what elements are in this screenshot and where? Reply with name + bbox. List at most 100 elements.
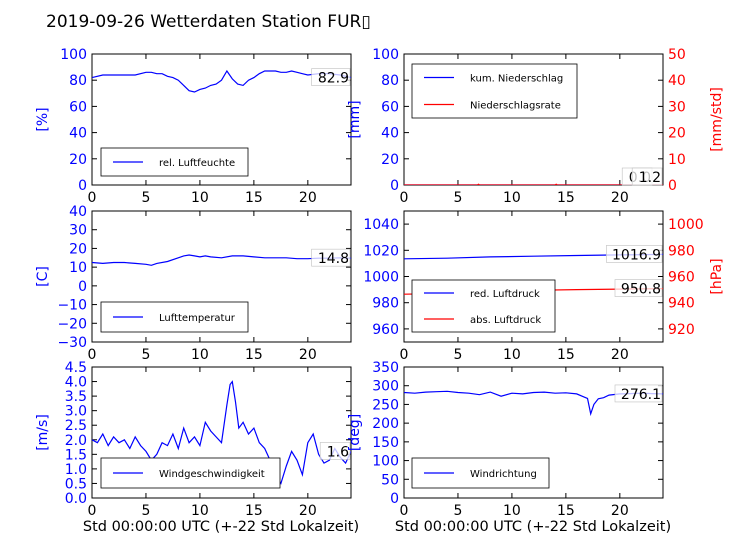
y-tick-label: 4.0	[65, 375, 87, 391]
y-tick-label: 0.0	[65, 491, 87, 507]
x-tick-label: 20	[299, 347, 317, 363]
y-tick-label: 250	[372, 397, 399, 413]
series-line-1	[404, 390, 663, 417]
y-tick-label: 100	[372, 454, 399, 470]
y-tick-label: 100	[372, 47, 399, 63]
chart-panel-3: 0 5 10 15 20 −30 −20 −10 0 10 20 30 40 [C] Lufttempera…	[35, 204, 352, 363]
x-tick-label: 15	[557, 190, 575, 206]
legend-label: Niederschlagsrate	[470, 101, 561, 112]
y-tick-label: 80	[381, 73, 399, 89]
value-annotation-box	[606, 245, 663, 263]
y-right-tick-label: 1000	[668, 217, 704, 233]
y-tick-label: 0	[390, 491, 399, 507]
value-annotation: 14.8	[318, 251, 349, 267]
value-annotation: 950.8	[621, 282, 661, 298]
y-tick-label: 20	[381, 152, 399, 168]
y-tick-label: 40	[381, 126, 399, 142]
value-annotation-box	[311, 248, 351, 267]
x-tick-label: 20	[299, 190, 317, 206]
legend-label: Lufttemperatur	[159, 313, 236, 324]
chart-panel-6: 0 5 10 15 20050100150200250300350[deg]Windri…	[347, 360, 664, 519]
y-right-tick-label: 940	[668, 296, 695, 312]
y-right-tick-label: 40	[668, 73, 686, 89]
y-tick-label: 150	[372, 435, 399, 451]
y-axis-label: [C]	[35, 266, 51, 287]
x-tick-label: 0	[88, 347, 97, 363]
chart-panel-2: 0 5 10 15 20 0 20 40 60 80 100 0 10 20 30 40 50 [mm] [mm/s…	[347, 47, 725, 206]
y-tick-label: 2.5	[65, 418, 87, 434]
series-line-1	[92, 69, 351, 93]
legend: Windrichtung	[411, 457, 550, 489]
legend-frame	[411, 63, 578, 119]
y-tick-label: 20	[69, 152, 87, 168]
y-right-tick-label: 10	[668, 152, 686, 168]
series-line-2	[404, 183, 663, 185]
y-tick-label: 10	[69, 260, 87, 276]
legend: Lufttemperatur	[100, 301, 249, 333]
x-tick-label: 15	[245, 347, 263, 363]
y-tick-label: −20	[57, 316, 87, 332]
x-tick-label: 5	[453, 347, 462, 363]
plot-frame	[403, 366, 664, 499]
value-annotation-box	[319, 442, 351, 460]
legend-label: kum. Niederschlag	[470, 74, 563, 85]
x-tick-label: 5	[141, 190, 150, 206]
y-tick-label: 0	[78, 178, 87, 194]
y-tick-label: 0	[78, 279, 87, 295]
y-axis-label: [mm]	[347, 100, 363, 138]
y-tick-label: 2.0	[65, 433, 87, 449]
x-tick-label: 10	[503, 347, 521, 363]
x-tick-label: 20	[611, 190, 629, 206]
y-axis-label: [%]	[35, 107, 51, 131]
x-tick-label: 5	[141, 347, 150, 363]
y-right-tick-label: 30	[668, 99, 686, 115]
y-tick-label: 980	[372, 296, 399, 312]
figure-title: 2019-09-26 Wetterdaten Station FUR▯	[46, 12, 371, 32]
y-tick-label: 1.5	[65, 447, 87, 463]
value-annotation: 1.2	[639, 170, 661, 186]
y-tick-label: −10	[57, 298, 87, 314]
y-tick-label: 200	[372, 416, 399, 432]
y-tick-label: 80	[69, 73, 87, 89]
y-tick-label: 960	[372, 322, 399, 338]
y-right-tick-label: 960	[668, 270, 695, 286]
x-tick-label: 0	[88, 503, 97, 519]
plot-frame	[91, 53, 352, 186]
value-annotation: 276.1	[621, 387, 661, 403]
legend-label: Windgeschwindigkeit	[159, 469, 265, 480]
y-axis-label: [m/s]	[35, 414, 51, 451]
legend-label: abs. Luftdruck	[470, 315, 541, 326]
value-annotation-box	[614, 279, 663, 297]
y-tick-label: 3.5	[65, 389, 87, 405]
y-tick-label: 20	[69, 241, 87, 257]
value-annotation-box	[311, 68, 351, 86]
x-tick-label: 5	[141, 503, 150, 519]
legend: red. Luftdruck abs. Luftdruck	[411, 279, 556, 333]
x-tick-label: 15	[245, 190, 263, 206]
y-tick-label: 300	[372, 379, 399, 395]
y-tick-label: 60	[69, 99, 87, 115]
y-tick-label: 40	[69, 204, 87, 220]
x-tick-label: 15	[557, 347, 575, 363]
value-annotation: 1016.9	[612, 247, 661, 263]
y-tick-label: 60	[381, 99, 399, 115]
value-annotation: 82.9	[318, 71, 349, 87]
x-tick-label: 0	[400, 190, 409, 206]
x-tick-label: 10	[503, 190, 521, 206]
chart-panel-5: 0 5 10 15 20 0.00.51.01.52.02.53.03.54.04.5 [m…	[35, 360, 352, 519]
y-right-tick-label: 50	[668, 47, 686, 63]
chart-panel-4: 0 5 10 15 20 960 980 1000 1020 1040 920 940 960 980 10…	[363, 210, 725, 363]
y-tick-label: 30	[69, 223, 87, 239]
y-right-tick-label: 0	[668, 178, 677, 194]
legend-frame	[411, 279, 556, 333]
x-tick-label: 10	[191, 190, 209, 206]
y-right-tick-label: 920	[668, 322, 695, 338]
y-tick-label: 1.0	[65, 462, 87, 478]
y-axis-label: [deg]	[347, 414, 363, 451]
chart-panel-1: 0 5 10 15 20 0 20 40 60 80 100 [%] rel. Luftfeuchte 8…	[35, 47, 352, 206]
x-tick-label: 20	[611, 347, 629, 363]
x-tick-label: 5	[453, 190, 462, 206]
y-right-axis-label: [mm/std]	[709, 87, 725, 152]
y-tick-label: 1040	[363, 217, 399, 233]
